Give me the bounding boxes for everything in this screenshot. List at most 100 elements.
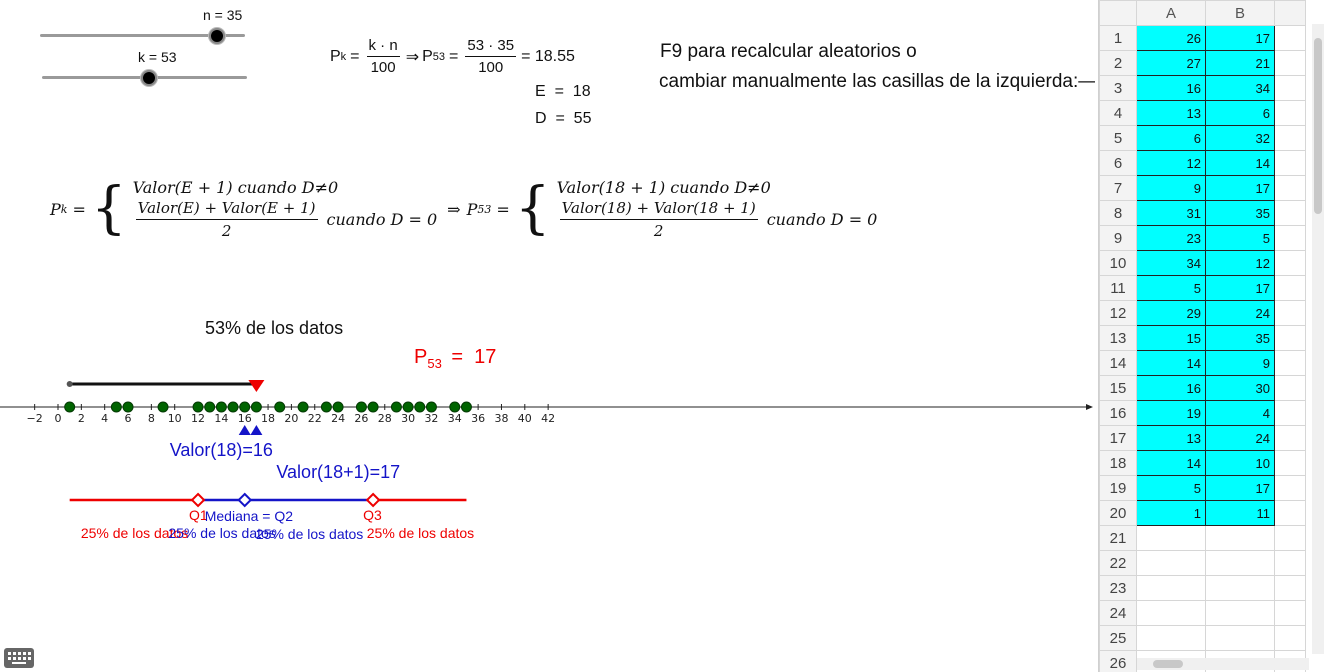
cell-a[interactable]: 9 <box>1136 175 1206 201</box>
cell-b[interactable]: 21 <box>1205 50 1275 76</box>
row-header[interactable]: 8 <box>1099 200 1137 226</box>
row-header[interactable]: 23 <box>1099 575 1137 601</box>
row-header[interactable]: 24 <box>1099 600 1137 626</box>
cell-b[interactable]: 17 <box>1205 275 1275 301</box>
corner-cell[interactable] <box>1099 0 1137 26</box>
slider-n-track[interactable] <box>40 34 245 37</box>
cell-c[interactable] <box>1274 50 1306 76</box>
row-header[interactable]: 17 <box>1099 425 1137 451</box>
row-header[interactable]: 1 <box>1099 25 1137 51</box>
row-header[interactable]: 10 <box>1099 250 1137 276</box>
cell-a[interactable]: 27 <box>1136 50 1206 76</box>
cell-c[interactable] <box>1274 325 1306 351</box>
cell-c[interactable] <box>1274 300 1306 326</box>
cell-c[interactable] <box>1274 600 1306 626</box>
column-header-a[interactable]: A <box>1136 0 1206 26</box>
cell-c[interactable] <box>1274 450 1306 476</box>
cell-b[interactable] <box>1205 600 1275 626</box>
cell-c[interactable] <box>1274 225 1306 251</box>
row-header[interactable]: 2 <box>1099 50 1137 76</box>
cell-b[interactable] <box>1205 575 1275 601</box>
row-header[interactable]: 20 <box>1099 500 1137 526</box>
cell-c[interactable] <box>1274 475 1306 501</box>
cell-a[interactable]: 15 <box>1136 325 1206 351</box>
slider-k-knob[interactable] <box>141 70 157 86</box>
cell-a[interactable]: 19 <box>1136 400 1206 426</box>
cell-a[interactable]: 29 <box>1136 300 1206 326</box>
cell-a[interactable] <box>1136 550 1206 576</box>
cell-a[interactable]: 31 <box>1136 200 1206 226</box>
cell-b[interactable]: 32 <box>1205 125 1275 151</box>
cell-a[interactable] <box>1136 575 1206 601</box>
cell-b[interactable]: 11 <box>1205 500 1275 526</box>
cell-b[interactable]: 5 <box>1205 225 1275 251</box>
cell-a[interactable] <box>1136 625 1206 651</box>
cell-c[interactable] <box>1274 400 1306 426</box>
cell-c[interactable] <box>1274 75 1306 101</box>
cell-a[interactable]: 1 <box>1136 500 1206 526</box>
row-header[interactable]: 22 <box>1099 550 1137 576</box>
cell-a[interactable]: 13 <box>1136 100 1206 126</box>
row-header[interactable]: 16 <box>1099 400 1137 426</box>
cell-b[interactable] <box>1205 625 1275 651</box>
row-header[interactable]: 5 <box>1099 125 1137 151</box>
cell-c[interactable] <box>1274 25 1306 51</box>
cell-c[interactable] <box>1274 125 1306 151</box>
cell-b[interactable]: 17 <box>1205 475 1275 501</box>
cell-c[interactable] <box>1274 200 1306 226</box>
vertical-scroll-thumb[interactable] <box>1314 38 1322 214</box>
row-header[interactable]: 21 <box>1099 525 1137 551</box>
horizontal-scroll-thumb[interactable] <box>1153 660 1183 668</box>
row-header[interactable]: 4 <box>1099 100 1137 126</box>
cell-c[interactable] <box>1274 500 1306 526</box>
cell-c[interactable] <box>1274 425 1306 451</box>
row-header[interactable]: 26 <box>1099 650 1137 672</box>
cell-c[interactable] <box>1274 250 1306 276</box>
cell-c[interactable] <box>1274 150 1306 176</box>
cell-b[interactable]: 17 <box>1205 175 1275 201</box>
row-header[interactable]: 18 <box>1099 450 1137 476</box>
spreadsheet-view[interactable]: A B 1 26 17 2 27 21 3 16 34 4 13 6 5 6 32 6 12 14 7 9 17 8 31 3… <box>1098 0 1325 672</box>
cell-c[interactable] <box>1274 375 1306 401</box>
cell-a[interactable]: 14 <box>1136 450 1206 476</box>
cell-a[interactable]: 12 <box>1136 150 1206 176</box>
cell-b[interactable]: 30 <box>1205 375 1275 401</box>
cell-c[interactable] <box>1274 350 1306 376</box>
cell-b[interactable]: 12 <box>1205 250 1275 276</box>
slider-n-knob[interactable] <box>209 28 225 44</box>
cell-a[interactable]: 34 <box>1136 250 1206 276</box>
row-header[interactable]: 15 <box>1099 375 1137 401</box>
row-header[interactable]: 9 <box>1099 225 1137 251</box>
cell-c[interactable] <box>1274 575 1306 601</box>
cell-b[interactable]: 14 <box>1205 150 1275 176</box>
vertical-scrollbar[interactable] <box>1312 24 1324 654</box>
cell-a[interactable] <box>1136 525 1206 551</box>
column-header-c[interactable] <box>1274 0 1306 26</box>
cell-a[interactable]: 14 <box>1136 350 1206 376</box>
cell-a[interactable]: 16 <box>1136 375 1206 401</box>
cell-b[interactable] <box>1205 550 1275 576</box>
cell-a[interactable]: 26 <box>1136 25 1206 51</box>
row-header[interactable]: 7 <box>1099 175 1137 201</box>
cell-a[interactable]: 13 <box>1136 425 1206 451</box>
row-header[interactable]: 3 <box>1099 75 1137 101</box>
cell-c[interactable] <box>1274 625 1306 651</box>
column-header-b[interactable]: B <box>1205 0 1275 26</box>
cell-c[interactable] <box>1274 275 1306 301</box>
keyboard-icon[interactable] <box>4 648 34 668</box>
cell-b[interactable]: 24 <box>1205 425 1275 451</box>
cell-b[interactable]: 17 <box>1205 25 1275 51</box>
cell-b[interactable]: 35 <box>1205 200 1275 226</box>
horizontal-scrollbar[interactable] <box>1137 658 1309 670</box>
cell-b[interactable]: 4 <box>1205 400 1275 426</box>
cell-b[interactable]: 10 <box>1205 450 1275 476</box>
cell-a[interactable]: 5 <box>1136 475 1206 501</box>
cell-b[interactable]: 35 <box>1205 325 1275 351</box>
row-header[interactable]: 25 <box>1099 625 1137 651</box>
cell-a[interactable]: 5 <box>1136 275 1206 301</box>
number-line-plot[interactable]: −2 0 2 4 6 8 10 12 14 16 18 20 22 24 26 28 30 32 34 36 38 40 4… <box>0 370 1095 560</box>
cell-b[interactable]: 34 <box>1205 75 1275 101</box>
cell-c[interactable] <box>1274 175 1306 201</box>
row-header[interactable]: 19 <box>1099 475 1137 501</box>
